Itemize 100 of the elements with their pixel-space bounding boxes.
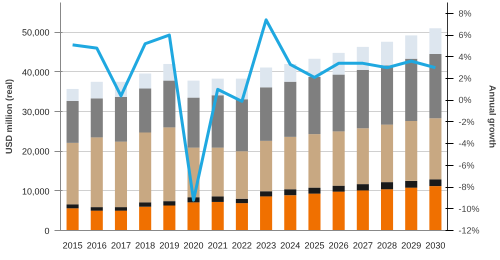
bar (114, 96, 128, 142)
bar (260, 196, 272, 230)
bar (332, 74, 345, 132)
bar (260, 68, 272, 88)
bar (356, 184, 369, 190)
line-series (71, 18, 437, 202)
bar (380, 66, 394, 125)
y2-tick-label: -12% (458, 226, 480, 236)
y2-tick-label: -4% (458, 138, 475, 149)
x-tick-label: 2018 (135, 240, 156, 250)
bar (212, 202, 224, 230)
bar (114, 207, 128, 211)
bar (236, 151, 248, 199)
bar (260, 140, 272, 192)
x-tick-label: 2029 (401, 240, 422, 250)
bar (139, 206, 152, 230)
bar (163, 201, 176, 206)
bar (187, 80, 200, 98)
bar (429, 186, 442, 230)
bar (90, 207, 103, 211)
bar (139, 132, 152, 202)
y2-tick-label: -8% (458, 182, 475, 192)
y2-tick-label: -10% (458, 204, 480, 214)
y2-tick-label: 6% (458, 30, 472, 40)
y2-tick-label: 4% (458, 52, 472, 62)
bar (308, 194, 321, 230)
bar (429, 54, 442, 118)
x-tick-label: 2016 (86, 240, 107, 250)
bar (380, 42, 394, 66)
bar (90, 210, 103, 230)
y2-axis-title: Annual growth (488, 85, 498, 148)
y2-tick-label: 0% (458, 95, 472, 106)
bar (284, 64, 296, 82)
bar (356, 190, 369, 230)
x-tick-label: 2023 (256, 240, 276, 250)
bar (332, 186, 345, 192)
bar (380, 124, 394, 182)
bar (405, 188, 418, 230)
bar (66, 208, 79, 230)
bar (284, 195, 296, 230)
bar (66, 142, 79, 204)
bar (212, 148, 224, 196)
bar (90, 98, 103, 138)
x-tick-label: 2015 (62, 240, 83, 250)
bar (163, 206, 176, 230)
bar (90, 137, 103, 208)
bar (429, 118, 442, 180)
bar (212, 196, 224, 202)
bar (236, 198, 248, 204)
x-tick-label: 2017 (110, 240, 131, 250)
bar (405, 121, 418, 181)
bar (380, 189, 394, 230)
x-tick-label: 2022 (232, 240, 252, 250)
y-tick-label: 20,000 (22, 146, 50, 157)
bar (139, 73, 152, 89)
bar (284, 189, 296, 196)
x-tick-label: 2021 (208, 240, 228, 250)
x-tick-label: 2025 (304, 240, 324, 250)
y2-tick-label: -2% (458, 116, 475, 127)
bar (90, 82, 103, 98)
bar (356, 128, 369, 184)
y-tick-label: 10,000 (22, 186, 50, 196)
y-tick-label: 50,000 (22, 28, 50, 38)
bar (260, 87, 272, 141)
x-tick-label: 2026 (328, 240, 349, 250)
bar (429, 28, 442, 54)
x-tick-label: 2019 (159, 240, 180, 250)
y-tick-label: 0 (44, 226, 50, 236)
bar (308, 134, 321, 188)
bar (163, 80, 176, 128)
x-tick-label: 2027 (352, 240, 373, 250)
bar (356, 70, 369, 128)
bar (284, 82, 296, 137)
bar (380, 182, 394, 190)
bar (114, 210, 128, 230)
bar (66, 204, 79, 208)
bar (332, 131, 345, 186)
bar (308, 77, 321, 134)
bar (236, 99, 248, 152)
bar (187, 202, 200, 230)
bar (187, 98, 200, 148)
y2-tick-label: 2% (458, 74, 472, 84)
bar (405, 180, 418, 188)
y-tick-label: 40,000 (22, 67, 50, 78)
y-axis-title: USD million (real) (4, 78, 14, 154)
bar (114, 142, 128, 208)
y2-tick-label: -6% (458, 160, 475, 170)
bar (66, 100, 79, 143)
bar (139, 88, 152, 133)
bar (429, 179, 442, 186)
x-tick-label: 2030 (425, 240, 446, 250)
bar (284, 136, 296, 190)
bar (405, 58, 418, 122)
x-tick-label: 2028 (377, 240, 398, 250)
bar (139, 202, 152, 207)
bar (405, 35, 418, 59)
bar (236, 203, 248, 230)
bar (260, 191, 272, 196)
y-tick-label: 30,000 (22, 107, 50, 118)
bar (332, 192, 345, 230)
